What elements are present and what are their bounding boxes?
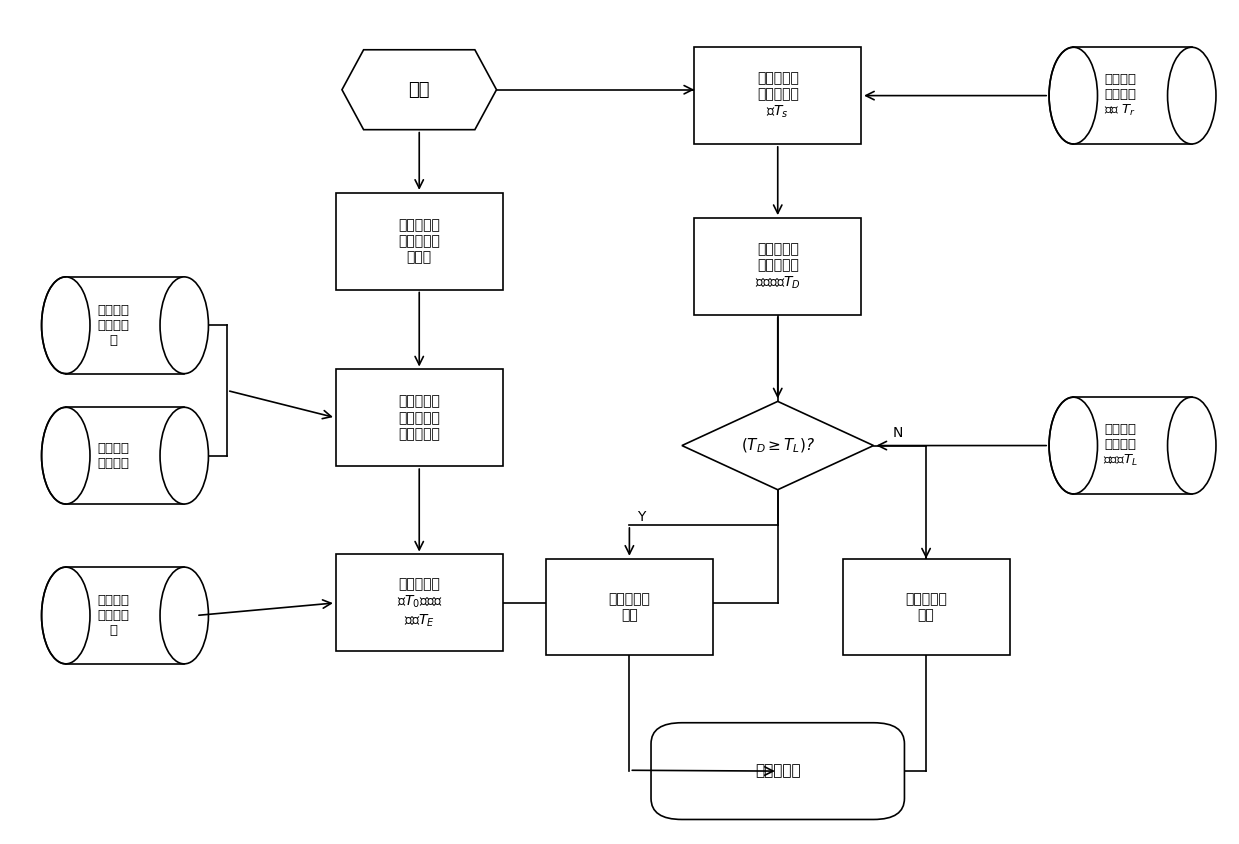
FancyBboxPatch shape [694, 47, 861, 144]
Text: 排除该可见
圈次: 排除该可见 圈次 [906, 592, 947, 622]
Ellipse shape [160, 567, 208, 664]
Ellipse shape [1049, 47, 1098, 144]
FancyBboxPatch shape [336, 555, 503, 652]
FancyBboxPatch shape [336, 370, 503, 466]
FancyBboxPatch shape [546, 559, 712, 656]
Ellipse shape [160, 408, 208, 504]
Text: 开始: 开始 [409, 81, 430, 99]
Text: 生成跟踪窗
口前后沿与
最大时长$T_D$: 生成跟踪窗 口前后沿与 最大时长$T_D$ [755, 242, 800, 291]
Text: 计算跟踪开
始$T_0$与结束
时刻$T_E$: 计算跟踪开 始$T_0$与结束 时刻$T_E$ [396, 577, 442, 629]
Polygon shape [342, 50, 497, 130]
Text: 卫星俰仰
角的上下
限: 卫星俰仰 角的上下 限 [97, 594, 129, 637]
Text: $(T_D \geq T_L)$?: $(T_D \geq T_L)$? [741, 436, 815, 455]
Bar [1049, 398, 1192, 494]
Bar [42, 408, 185, 504]
FancyBboxPatch shape [650, 722, 904, 820]
Text: 读取初筛选
的圈次及最
高仰角: 读取初筛选 的圈次及最 高仰角 [398, 218, 440, 264]
Bar [42, 567, 185, 664]
Bar [1049, 47, 1192, 144]
Text: Y: Y [638, 510, 646, 523]
Bar [42, 277, 185, 374]
Text: N: N [893, 426, 903, 440]
Ellipse shape [42, 277, 90, 374]
FancyBboxPatch shape [336, 192, 503, 289]
FancyBboxPatch shape [843, 559, 1010, 656]
FancyBboxPatch shape [694, 218, 861, 315]
Text: 卫星相机
识别目标
时间 $T_r$: 卫星相机 识别目标 时间 $T_r$ [1104, 73, 1136, 118]
Text: 完成细筛选: 完成细筛选 [755, 764, 800, 779]
Text: 保留该可见
圈次: 保留该可见 圈次 [608, 592, 650, 622]
Polygon shape [681, 402, 873, 490]
Ellipse shape [42, 408, 90, 504]
Text: 生成卫星与
观测点的相
对几何关系: 生成卫星与 观测点的相 对几何关系 [398, 395, 440, 441]
Text: 卫星轨道
初值与常
数: 卫星轨道 初值与常 数 [97, 304, 129, 347]
Ellipse shape [42, 567, 90, 664]
Text: 跟踪窗口
的最短时
间限制$T_L$: 跟踪窗口 的最短时 间限制$T_L$ [1103, 423, 1137, 468]
Ellipse shape [1167, 398, 1215, 494]
Ellipse shape [160, 277, 208, 374]
Ellipse shape [1167, 47, 1215, 144]
Text: 动态目标
弹道基点: 动态目标 弹道基点 [97, 441, 129, 469]
Text: 计算跟踪的
时间窗口前
沿$T_s$: 计算跟踪的 时间窗口前 沿$T_s$ [757, 71, 799, 120]
Ellipse shape [1049, 398, 1098, 494]
